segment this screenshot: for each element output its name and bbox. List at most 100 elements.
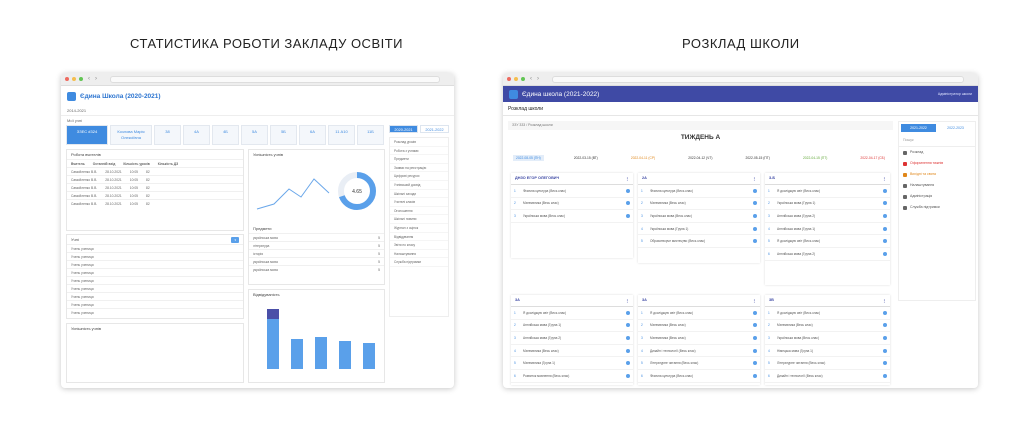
list-item[interactable]: Учень учениця xyxy=(67,268,243,276)
lesson-row[interactable]: 3 Англійська мова (Група 2) xyxy=(511,332,633,345)
address-bar[interactable] xyxy=(110,75,440,83)
tab-day[interactable]: 2022-08-05 (ПН) xyxy=(513,155,544,161)
more-icon[interactable]: ⋮ xyxy=(625,299,629,303)
menu-item-weeks[interactable]: Оформлення тижнів xyxy=(899,158,975,169)
tab-day[interactable]: 2022-04-11 (СР) xyxy=(630,156,656,160)
tab-day[interactable]: 2022-05-15 (ПТ) xyxy=(745,156,770,160)
close-dot[interactable] xyxy=(507,77,511,81)
list-item[interactable]: Учень учениця xyxy=(67,300,243,308)
side-menu-item[interactable]: Звіти по класу xyxy=(390,241,448,250)
more-icon[interactable]: ⋮ xyxy=(752,177,756,181)
lesson-row[interactable]: 6 Англійська мова (Група 2) xyxy=(765,248,890,261)
tab-day[interactable]: 2022-04-12 (ЧТ) xyxy=(688,156,713,160)
address-bar[interactable] xyxy=(552,75,964,83)
table-row[interactable]: Самойленко В.В. 28.10.2021 10:05 82 xyxy=(67,191,243,199)
tile-class[interactable]: 5А xyxy=(241,125,268,145)
lesson-row[interactable]: 5 Літературне читання (Весь клас) xyxy=(638,357,760,370)
menu-item-admin[interactable]: Адміністрація xyxy=(899,191,975,202)
list-item[interactable]: Учень учениця xyxy=(67,276,243,284)
side-menu-item[interactable]: Налаштування xyxy=(390,250,448,259)
table-row[interactable]: Самойленко В.В. 28.10.2021 10:05 82 xyxy=(67,167,243,175)
minimize-dot[interactable] xyxy=(72,77,76,81)
breadcrumb[interactable]: 2014-2021 xyxy=(61,106,454,116)
table-row[interactable]: українська мова 5 xyxy=(249,265,384,273)
side-menu-item[interactable]: Заявки на реєстрацію xyxy=(390,164,448,173)
side-menu-item[interactable]: Предмети xyxy=(390,155,448,164)
lesson-row[interactable]: 1 Я досліджую світ (Весь клас) xyxy=(638,307,760,320)
tile-class[interactable]: 5Б xyxy=(270,125,297,145)
lesson-row[interactable]: 2 Математика (Весь клас) xyxy=(765,320,890,333)
tile-class[interactable]: 6А xyxy=(299,125,326,145)
side-menu-item[interactable]: Журнал з оцінок xyxy=(390,224,448,233)
lesson-row[interactable]: 6 Фізична культура (Весь клас) xyxy=(638,370,760,383)
menu-item-settings[interactable]: Налаштування xyxy=(899,180,975,191)
side-menu-item[interactable]: Оголошення xyxy=(390,207,448,216)
table-row[interactable]: історія 5 xyxy=(249,249,384,257)
more-icon[interactable]: ⋮ xyxy=(882,177,886,181)
breadcrumb[interactable]: ЗЗУ 333 / Розклад школи xyxy=(508,121,893,130)
maximize-dot[interactable] xyxy=(79,77,83,81)
year-current[interactable]: 2020-2021 xyxy=(389,125,418,133)
list-item[interactable]: Учень учениця xyxy=(67,260,243,268)
table-row[interactable]: Самойленко В.В. 28.10.2021 10:05 82 xyxy=(67,183,243,191)
side-menu-item[interactable]: Служба підтримки xyxy=(390,258,448,267)
year-current[interactable]: 2021-2022 xyxy=(901,124,936,132)
lesson-row[interactable]: 4 Математика (Весь клас) xyxy=(511,345,633,358)
table-row[interactable]: Самойленко В.В. 28.10.2021 10:05 82 xyxy=(67,175,243,183)
lesson-row[interactable]: 3 Українська мова (Весь клас) xyxy=(638,210,760,223)
lesson-row[interactable]: 2 Математика (Весь клас) xyxy=(638,198,760,211)
forward-icon[interactable]: › xyxy=(537,76,539,82)
back-icon[interactable]: ‹ xyxy=(530,76,532,82)
list-item[interactable]: Учень учениця xyxy=(67,244,243,252)
lesson-row[interactable]: 4 Дизайн і технології (Весь клас) xyxy=(638,345,760,358)
side-menu-item[interactable]: Розклад уроків xyxy=(390,138,448,147)
maximize-dot[interactable] xyxy=(521,77,525,81)
tile-class[interactable]: 11 А10 xyxy=(328,125,355,145)
tile-school[interactable]: ЗЗЕС #324 xyxy=(66,125,108,145)
more-icon[interactable]: ⋮ xyxy=(752,299,756,303)
filter-button[interactable]: ▾ xyxy=(231,236,239,243)
lesson-row[interactable]: 2 Англійська мова (Група 1) xyxy=(511,320,633,333)
tile-class[interactable]: 38 xyxy=(154,125,181,145)
side-menu-item[interactable]: Учителі класів xyxy=(390,198,448,207)
tab-day[interactable]: 2022-04-15 (ПТ) xyxy=(802,156,828,160)
lesson-row[interactable]: 1 Фізична культура (Весь клас) xyxy=(511,185,633,198)
more-icon[interactable]: ⋮ xyxy=(882,299,886,303)
lesson-row[interactable]: 5 Я досліджую світ (Весь клас) xyxy=(765,235,890,248)
lesson-row[interactable]: 5 Образотворче мистецтво (Весь клас) xyxy=(638,235,760,248)
list-item[interactable]: Учень учениця xyxy=(67,284,243,292)
close-dot[interactable] xyxy=(65,77,69,81)
tab-day[interactable]: 2022-04-17 (СБ) xyxy=(860,156,885,160)
table-row[interactable]: українська мова 5 xyxy=(249,257,384,265)
minimize-dot[interactable] xyxy=(514,77,518,81)
lesson-row[interactable]: 4 Англійська мова (Група 1) xyxy=(765,223,890,236)
lesson-row[interactable]: 4 Німецька мова (Група 1) xyxy=(765,345,890,358)
lesson-row[interactable]: 3 Англійська мова (Група 2) xyxy=(765,210,890,223)
user-menu[interactable]: Адміністратор школи xyxy=(937,92,972,96)
tile-class[interactable]: 11Б xyxy=(357,125,384,145)
lesson-row[interactable]: 6 Дизайн і технології (Весь клас) xyxy=(765,370,890,383)
side-menu-item[interactable]: Робота з учнями xyxy=(390,147,448,156)
lesson-row[interactable]: 2 Українська мова (Група 1) xyxy=(765,198,890,211)
year-next[interactable]: 2022-2023 xyxy=(947,126,964,130)
side-menu-item[interactable]: Шкільні заходи xyxy=(390,190,448,199)
lesson-row[interactable]: 1 Я досліджую світ (Весь клас) xyxy=(765,185,890,198)
side-menu-item[interactable]: Учнівський досвід xyxy=(390,181,448,190)
menu-item-support[interactable]: Служба підтримки xyxy=(899,202,975,213)
lesson-row[interactable]: 4 Українська мова (Група 1) xyxy=(638,223,760,236)
menu-item-holidays[interactable]: Вихідні та свята xyxy=(899,169,975,180)
tab-day[interactable]: 2022-03-15 (ВТ) xyxy=(573,156,598,160)
lesson-row[interactable]: 5 Математика (Група 1) xyxy=(511,357,633,370)
tile-teacher[interactable]: Козлова Марія Олексіївна xyxy=(110,125,152,145)
lesson-row[interactable]: 1 Я досліджую світ (Весь клас) xyxy=(765,307,890,320)
lesson-row[interactable]: 2 Математика (Весь клас) xyxy=(511,198,633,211)
lesson-row[interactable]: 1 Я досліджую світ (Весь клас) xyxy=(511,307,633,320)
side-menu-item[interactable]: Цифрові ресурси xyxy=(390,172,448,181)
lesson-row[interactable]: 6 Розвиток мовлення (Весь клас) xyxy=(511,370,633,383)
list-item[interactable]: Учень учениця xyxy=(67,252,243,260)
lesson-row[interactable]: 3 Математика (Весь клас) xyxy=(638,332,760,345)
list-item[interactable]: Учень учениця xyxy=(67,308,243,316)
lesson-row[interactable]: 3 Українська мова (Весь клас) xyxy=(765,332,890,345)
year-next[interactable]: 2021-2022 xyxy=(420,125,449,133)
side-menu-item[interactable]: Шкільні новини xyxy=(390,215,448,224)
